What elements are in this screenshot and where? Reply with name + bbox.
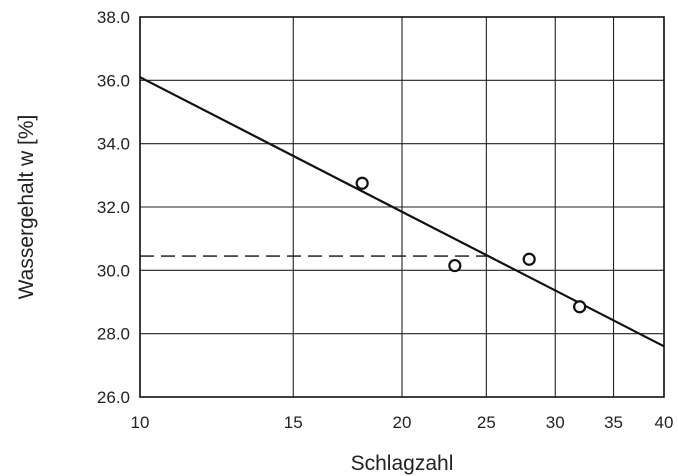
y-axis-title: Wassergehalt w [%] (15, 115, 38, 300)
data-point (448, 258, 462, 273)
y-tick-label: 28.0 (97, 325, 130, 344)
y-tick-label: 38.0 (97, 8, 130, 27)
data-point (522, 252, 536, 266)
x-tick-label: 40 (655, 413, 674, 432)
x-tick-label: 15 (284, 413, 303, 432)
y-tick-label: 36.0 (97, 71, 130, 90)
x-tick-label: 25 (477, 413, 496, 432)
x-tick-labels: 10 15 20 25 30 35 40 (131, 413, 674, 432)
y-tick-label: 26.0 (97, 388, 130, 407)
x-axis-title: Schlagzahl (351, 452, 454, 475)
x-tick-label: 30 (546, 413, 565, 432)
data-point (573, 300, 587, 314)
y-tick-label: 30.0 (97, 261, 130, 280)
y-tick-label: 34.0 (97, 135, 130, 154)
x-tick-label: 20 (393, 413, 412, 432)
x-tick-label: 10 (131, 413, 150, 432)
plot-frame (139, 16, 665, 398)
data-point (355, 176, 369, 190)
data-points-group (355, 176, 587, 314)
grid (139, 16, 665, 398)
y-tick-labels: 26.0 28.0 30.0 32.0 34.0 36.0 38.0 (97, 8, 130, 407)
y-tick-label: 32.0 (97, 198, 130, 217)
x-tick-label: 35 (604, 413, 623, 432)
